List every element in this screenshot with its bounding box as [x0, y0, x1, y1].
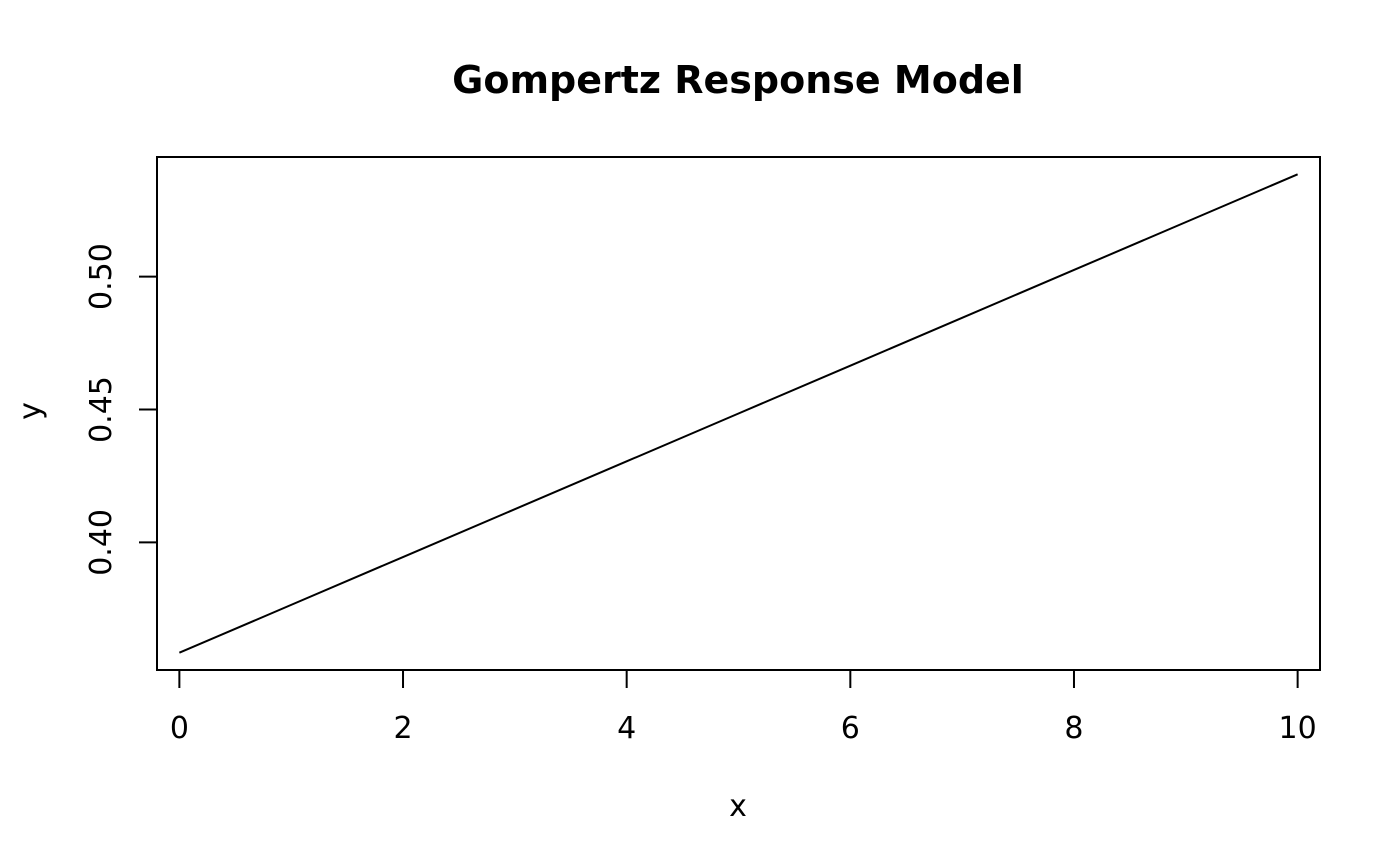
y-axis-label: y	[13, 402, 48, 420]
x-axis-label: x	[729, 789, 747, 824]
y-tick-label: 0.50	[84, 243, 119, 310]
series-line	[178, 173, 1299, 654]
y-tick-label: 0.40	[84, 509, 119, 576]
y-axis: 0.40 0.45 0.50	[84, 243, 157, 576]
chart-title: Gompertz Response Model	[452, 58, 1024, 102]
x-tick-label: 0	[170, 711, 189, 746]
x-tick-label: 10	[1279, 711, 1317, 746]
series-layer	[178, 173, 1299, 654]
x-tick-label: 8	[1064, 711, 1083, 746]
plot-frame	[156, 156, 1321, 671]
x-axis: 0 2 4 6 8 10	[170, 670, 1317, 746]
x-tick-label: 6	[841, 711, 860, 746]
x-tick-label: 4	[617, 711, 636, 746]
x-tick-label: 2	[393, 711, 412, 746]
y-tick-label: 0.45	[84, 376, 119, 443]
